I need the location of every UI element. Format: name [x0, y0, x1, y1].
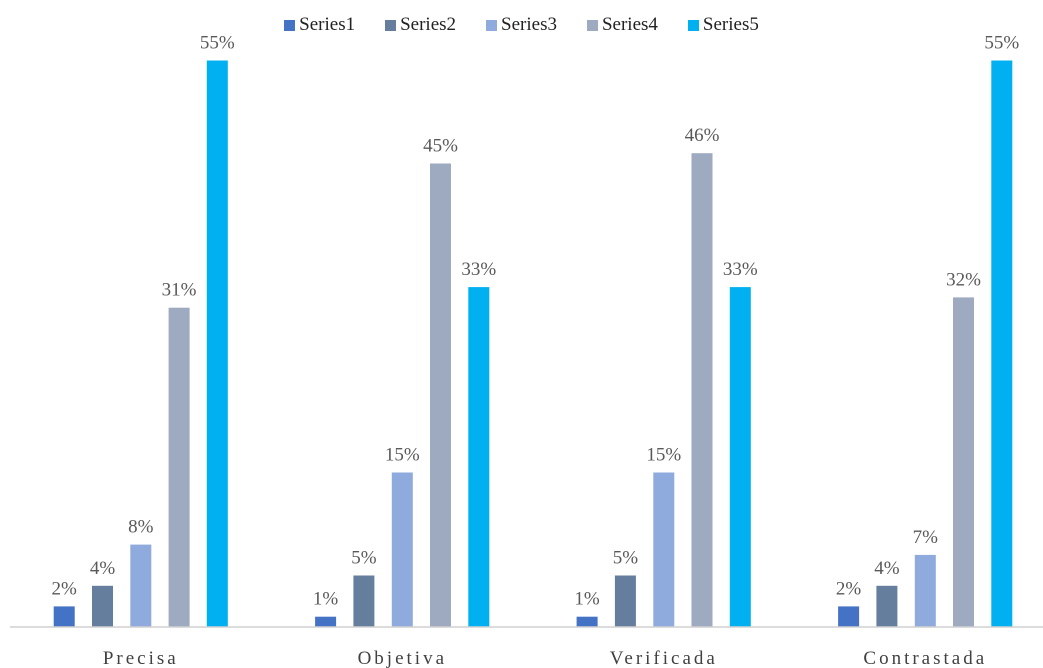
category-label-objetiva: Objetiva [358, 648, 447, 668]
bar-objetiva-series5 [468, 287, 490, 627]
bar-precisa-series5 [206, 60, 228, 627]
data-label: 15% [646, 445, 681, 466]
bar-precisa-series2 [92, 585, 113, 627]
data-label: 32% [946, 269, 981, 290]
bar-objetiva-series2 [353, 575, 375, 627]
data-label: 45% [423, 136, 458, 157]
bar-contrastada-series3 [914, 554, 936, 627]
data-label: 2% [836, 578, 862, 599]
bar-verificada-series1 [576, 616, 598, 627]
bar-contrastada-series5 [991, 60, 1013, 627]
bars-group [53, 60, 1013, 627]
legend-label: Series4 [601, 14, 658, 35]
bar-precisa-series3 [130, 544, 152, 627]
category-label-contrastada: Contrastada [863, 648, 987, 668]
data-labels-group: 2% 4% 8% 31% 55% 1% 5% 15% 45% 33% 1% 5% 15% 46% 33% 2%… [52, 33, 1020, 610]
legend-swatch [385, 19, 397, 31]
legend-label: Series3 [501, 14, 557, 35]
bar-objetiva-series1 [315, 616, 337, 627]
legend-item-2: Series2 [385, 14, 456, 36]
legend-item-1: Series1 [284, 14, 355, 36]
data-label: 4% [90, 558, 116, 579]
category-label-verificada: Verificada [610, 648, 718, 668]
data-label: 46% [685, 125, 720, 146]
data-label: 33% [723, 259, 758, 280]
legend-swatch [687, 19, 699, 31]
legend-label: Series2 [400, 14, 457, 35]
data-label: 5% [613, 548, 639, 569]
data-label: 33% [461, 259, 496, 280]
bar-objetiva-series3 [391, 472, 413, 627]
bar-contrastada-series4 [953, 297, 974, 627]
bar-verificada-series5 [729, 287, 751, 627]
data-label: 1% [313, 589, 339, 610]
data-label: 1% [574, 589, 600, 610]
data-label: 8% [128, 517, 154, 538]
legend-swatch [486, 19, 498, 31]
legend: Series1 Series2 Series3 Series4 Series5 [0, 14, 1043, 36]
data-label: 55% [984, 33, 1019, 54]
data-label: 5% [351, 548, 377, 569]
data-label: 4% [874, 558, 900, 579]
bar-verificada-series3 [653, 472, 675, 627]
legend-label: Series5 [702, 14, 759, 35]
bar-precisa-series4 [168, 307, 190, 627]
category-label-precisa: Precisa [103, 648, 179, 668]
legend-item-4: Series4 [586, 14, 658, 36]
category-labels-group: Precisa Objetiva Verificada Contrastada [103, 648, 987, 668]
legend-swatch [284, 19, 296, 31]
legend-item-5: Series5 [687, 14, 759, 36]
bar-verificada-series2 [614, 575, 636, 627]
data-label: 15% [385, 445, 420, 466]
bar-contrastada-series1 [838, 606, 860, 627]
data-label: 7% [913, 527, 939, 548]
data-label: 2% [52, 578, 78, 599]
bar-verificada-series4 [691, 153, 713, 627]
data-label: 31% [162, 280, 197, 301]
legend-swatch [586, 19, 598, 31]
bar-precisa-series1 [53, 606, 75, 627]
bar-objetiva-series4 [430, 163, 451, 627]
legend-item-3: Series3 [486, 14, 557, 36]
bar-contrastada-series2 [876, 585, 898, 627]
legend-label: Series1 [299, 14, 356, 35]
data-label: 55% [200, 33, 235, 54]
